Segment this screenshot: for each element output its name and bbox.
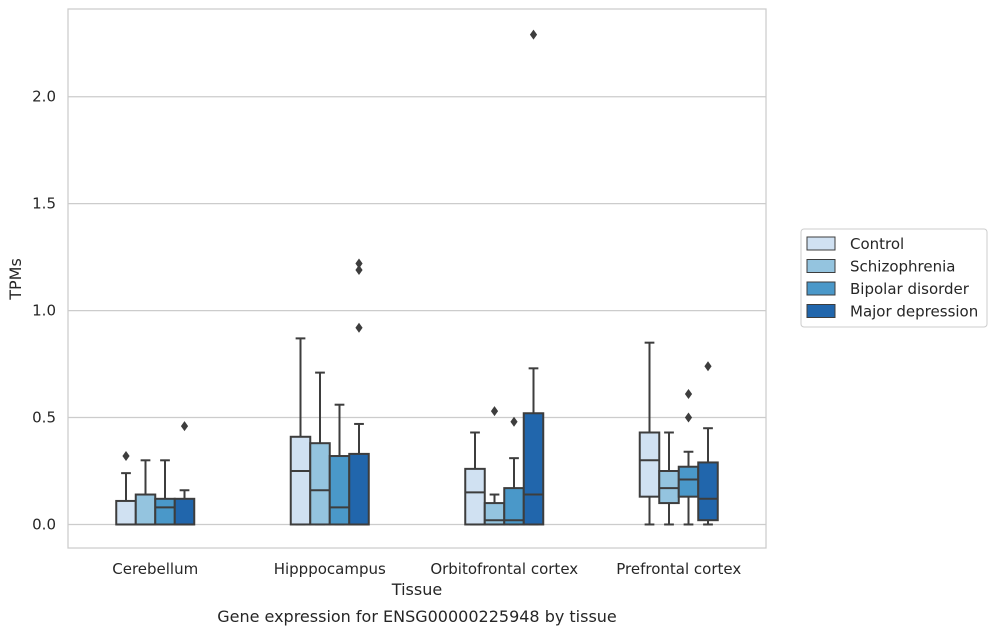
figure-caption: Gene expression for ENSG00000225948 by t… — [217, 607, 617, 626]
legend-swatch — [806, 281, 836, 296]
outlier-point — [684, 389, 693, 399]
box-group — [638, 341, 661, 526]
box — [522, 412, 545, 526]
outlier-point — [704, 361, 712, 372]
y-tick-label: 1.0 — [32, 302, 56, 320]
box-group — [522, 29, 545, 526]
y-axis-ticks: 0.0 0.5 1.0 1.5 2.0 — [32, 88, 56, 534]
box — [348, 452, 370, 526]
box-group — [173, 421, 196, 526]
outlier-point — [355, 264, 363, 275]
box — [115, 499, 137, 526]
y-axis-label: TPMs — [6, 258, 25, 301]
box — [464, 467, 486, 526]
box-group — [658, 431, 680, 526]
legend-label: Bipolar disorder — [850, 280, 970, 298]
y-tick-label: 0.5 — [32, 409, 56, 427]
legend: Control Schizophrenia Bipolar disorder Majo… — [800, 228, 988, 328]
legend-swatch — [806, 236, 836, 251]
box — [328, 455, 351, 526]
box — [697, 461, 719, 522]
outlier-point — [355, 322, 363, 333]
y-tick-label: 1.5 — [32, 195, 56, 213]
outlier-point — [122, 451, 130, 462]
box-group — [697, 361, 719, 526]
box-group — [154, 459, 176, 526]
box — [483, 502, 506, 526]
box — [309, 442, 331, 526]
plot-area — [67, 8, 767, 549]
box-group — [483, 406, 506, 526]
box — [289, 435, 312, 526]
box-group — [677, 389, 700, 526]
legend-swatch — [806, 259, 836, 273]
x-axis-label: Tissue — [391, 580, 442, 599]
box-group — [134, 459, 157, 526]
outlier-point — [510, 416, 518, 427]
x-tick-label: Cerebellum — [112, 560, 198, 578]
box — [154, 497, 176, 526]
outlier-point — [180, 421, 189, 432]
box-series — [115, 29, 719, 526]
outlier-point — [490, 406, 499, 417]
box — [677, 465, 700, 498]
legend-swatch — [806, 304, 836, 318]
box — [173, 497, 196, 526]
box-group — [328, 403, 351, 526]
x-tick-label: Hipppocampus — [274, 560, 386, 578]
box-group — [115, 451, 137, 526]
box — [638, 431, 661, 498]
box — [134, 493, 157, 526]
box — [503, 487, 525, 526]
legend-label: Schizophrenia — [850, 258, 955, 276]
box-group — [289, 337, 312, 526]
legend-label: Control — [850, 235, 904, 253]
y-tick-label: 0.0 — [32, 515, 56, 533]
y-tick-label: 2.0 — [32, 88, 56, 106]
box — [658, 470, 680, 505]
box-group — [464, 431, 486, 526]
x-axis-ticks: Cerebellum Hipppocampus Orbitofrontal cort… — [112, 560, 741, 578]
outlier-point — [684, 412, 693, 423]
legend-label: Major depression — [850, 303, 978, 321]
box-group — [309, 371, 331, 526]
legend-frame — [800, 228, 988, 328]
box-group — [503, 416, 525, 526]
x-tick-label: Prefrontal cortex — [616, 560, 741, 578]
grid-lines — [68, 96, 766, 526]
box-group — [348, 258, 370, 526]
outlier-point — [355, 258, 363, 269]
outlier-point — [529, 29, 538, 40]
x-tick-label: Orbitofrontal cortex — [430, 560, 578, 578]
